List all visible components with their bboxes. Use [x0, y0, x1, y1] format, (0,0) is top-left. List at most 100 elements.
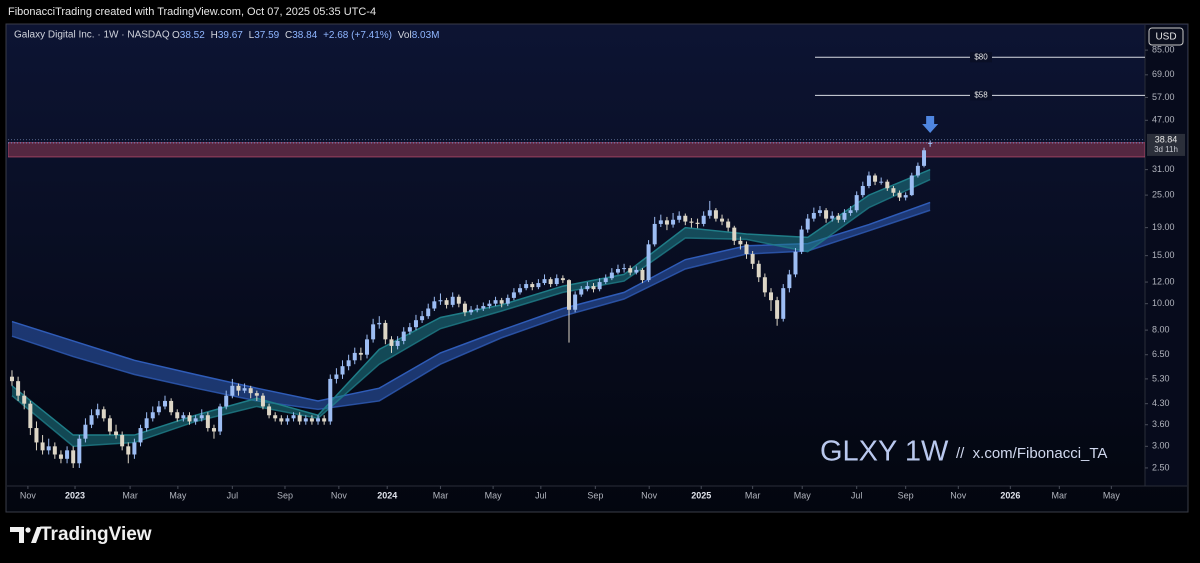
- candle-body: [664, 220, 669, 225]
- legend-c: C: [285, 30, 292, 41]
- candle-body: [248, 388, 253, 394]
- watermark-symbol: GLXY 1W: [820, 436, 949, 468]
- candle-body: [89, 415, 94, 425]
- currency-box[interactable]: [1148, 27, 1184, 46]
- y-tick-label: 12.00: [1152, 276, 1175, 286]
- candle-body: [211, 428, 216, 432]
- candle-body: [316, 418, 321, 422]
- candle-body: [193, 418, 198, 422]
- legend-values: O38.52 H39.67 L37.59 C38.84 +2.68 (+7.41…: [172, 30, 439, 41]
- candle-body: [358, 352, 363, 355]
- legend-symbol: Galaxy Digital Inc. · 1W · NASDAQ: [14, 30, 170, 41]
- logo-v: [31, 527, 42, 543]
- candle-body: [450, 296, 455, 305]
- candle-body: [9, 376, 14, 382]
- candle-body: [420, 316, 425, 321]
- candle-body: [615, 268, 620, 273]
- candle-body: [65, 450, 70, 459]
- candle-body: [701, 215, 706, 224]
- candle-body: [413, 320, 418, 328]
- candle-body: [242, 388, 247, 391]
- candle-body: [199, 415, 204, 419]
- candle-body: [218, 406, 223, 432]
- y-tick-label: 85.00: [1152, 44, 1175, 54]
- ribbon-lower: [11, 178, 931, 448]
- x-tick-label: May: [485, 490, 503, 500]
- candle-body: [579, 289, 584, 295]
- candle-body: [16, 381, 21, 396]
- candle-body: [346, 360, 351, 367]
- candle-body: [860, 185, 865, 196]
- candle-body: [511, 292, 516, 298]
- candle-body: [34, 428, 39, 443]
- candle-body: [591, 286, 596, 290]
- candle-body: [848, 210, 853, 213]
- candle-body: [426, 308, 431, 317]
- x-tick-label: 2025: [691, 490, 711, 500]
- candle-body: [873, 175, 878, 182]
- axes: 2.50 3.00 3.60 4.30 5.30 6.50 8.00 10.00 12.00 15…: [20, 44, 1185, 500]
- candle-body: [309, 418, 314, 422]
- price-level-label: $80: [974, 52, 988, 61]
- candle-body: [101, 409, 106, 419]
- candle-body: [291, 415, 296, 419]
- x-tick-label: 2026: [1000, 490, 1020, 500]
- x-tick-label: May: [794, 490, 812, 500]
- candle-body: [383, 322, 388, 340]
- candle-body: [609, 272, 614, 279]
- candle-body: [560, 278, 565, 281]
- candle-body: [444, 300, 449, 305]
- candle-body: [903, 195, 908, 198]
- candle-body: [750, 254, 755, 264]
- candle-body: [640, 269, 645, 281]
- candle-body: [891, 188, 896, 193]
- candle-body: [77, 438, 82, 464]
- candle-body: [922, 150, 927, 166]
- x-tick-label: Sep: [898, 490, 914, 500]
- candle-body: [775, 300, 780, 319]
- candle-body: [40, 442, 45, 451]
- candle-body: [671, 219, 676, 225]
- candle-body: [536, 283, 541, 288]
- x-tick-label: Sep: [277, 490, 293, 500]
- candle-body: [762, 277, 767, 293]
- candle-body: [462, 303, 467, 313]
- candle-body: [285, 418, 290, 422]
- candle-body: [469, 309, 474, 313]
- candle-body: [646, 244, 651, 281]
- legend-change: +2.68 (+7.41%): [323, 30, 392, 41]
- candle-body: [389, 339, 394, 346]
- legend-volume: 8.03M: [412, 30, 440, 41]
- candle-body: [695, 222, 700, 224]
- candle-body: [150, 412, 155, 419]
- candle-body: [107, 418, 112, 432]
- y-tick-label: 57.00: [1152, 92, 1175, 102]
- candle-body: [205, 415, 210, 429]
- candle-body: [830, 215, 835, 219]
- price-level-label-bg: [970, 90, 992, 101]
- x-tick-label: May: [1103, 490, 1121, 500]
- candle-body: [260, 395, 265, 407]
- candle-body: [811, 212, 816, 219]
- candle-body: [340, 366, 345, 375]
- candle-body: [683, 215, 688, 222]
- candle-body: [438, 300, 443, 302]
- candle-body: [744, 244, 749, 255]
- candle-body: [328, 378, 333, 422]
- candle-body: [371, 324, 376, 340]
- candle-body: [530, 284, 535, 288]
- plot-area: [8, 56, 1145, 468]
- brand: TradingView: [40, 524, 152, 545]
- chart-frame: [5, 23, 1189, 513]
- candle-body: [542, 279, 547, 284]
- logo-t: [10, 527, 24, 543]
- candle-body: [756, 263, 761, 278]
- candle-body: [322, 418, 327, 422]
- last-price: 38.84: [1155, 134, 1178, 144]
- candle-body: [52, 446, 57, 455]
- y-tick-label: 3.60: [1152, 419, 1170, 429]
- x-tick-label: Nov: [641, 490, 658, 500]
- candle-body: [928, 142, 933, 144]
